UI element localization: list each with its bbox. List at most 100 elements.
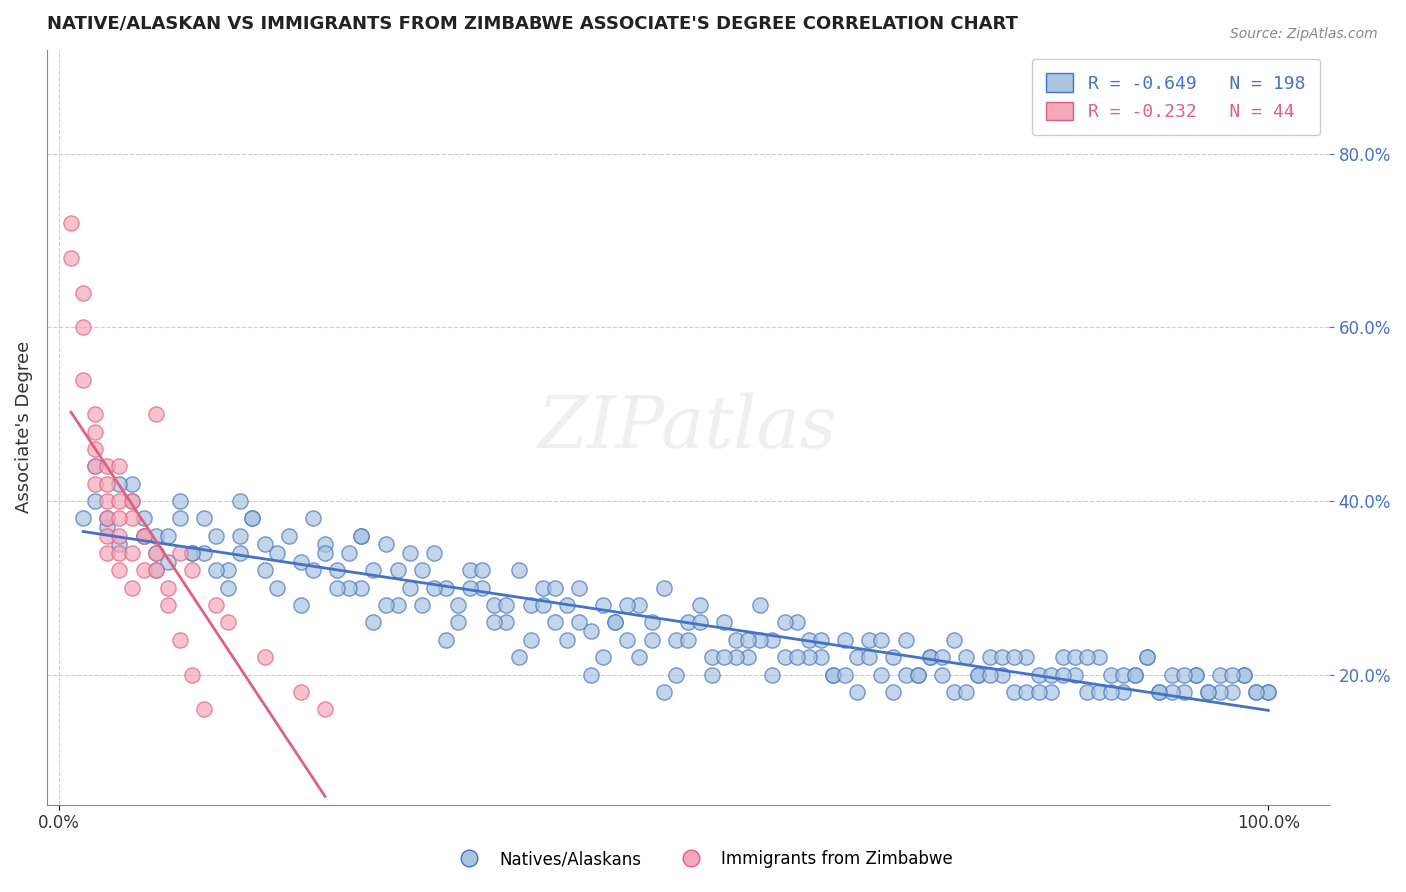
Natives/Alaskans bbox=[1160, 685, 1182, 699]
Natives/Alaskans bbox=[326, 563, 349, 577]
Natives/Alaskans bbox=[907, 667, 929, 681]
Natives/Alaskans bbox=[1257, 685, 1279, 699]
Natives/Alaskans bbox=[555, 598, 578, 612]
Natives/Alaskans bbox=[121, 476, 143, 491]
Natives/Alaskans bbox=[398, 546, 420, 560]
Natives/Alaskans bbox=[519, 632, 541, 647]
Natives/Alaskans bbox=[616, 632, 638, 647]
Natives/Alaskans bbox=[96, 520, 118, 534]
Natives/Alaskans bbox=[169, 494, 191, 508]
Natives/Alaskans bbox=[894, 667, 917, 681]
Natives/Alaskans bbox=[834, 632, 856, 647]
Immigrants from Zimbabwe bbox=[132, 529, 155, 543]
Immigrants from Zimbabwe bbox=[145, 563, 167, 577]
Immigrants from Zimbabwe bbox=[108, 511, 131, 525]
Natives/Alaskans bbox=[423, 546, 446, 560]
Natives/Alaskans bbox=[665, 632, 688, 647]
Natives/Alaskans bbox=[1076, 650, 1098, 665]
Natives/Alaskans bbox=[1039, 667, 1062, 681]
Natives/Alaskans bbox=[108, 537, 131, 551]
Natives/Alaskans bbox=[253, 563, 276, 577]
Immigrants from Zimbabwe bbox=[60, 251, 83, 265]
Natives/Alaskans bbox=[326, 581, 349, 595]
Immigrants from Zimbabwe bbox=[84, 425, 107, 439]
Natives/Alaskans bbox=[217, 563, 239, 577]
Natives/Alaskans bbox=[700, 650, 723, 665]
Natives/Alaskans bbox=[217, 581, 239, 595]
Natives/Alaskans bbox=[1136, 650, 1159, 665]
Natives/Alaskans bbox=[84, 494, 107, 508]
Natives/Alaskans bbox=[894, 632, 917, 647]
Natives/Alaskans bbox=[761, 667, 783, 681]
Natives/Alaskans bbox=[350, 529, 373, 543]
Immigrants from Zimbabwe bbox=[84, 476, 107, 491]
Natives/Alaskans bbox=[918, 650, 941, 665]
Immigrants from Zimbabwe bbox=[108, 494, 131, 508]
Natives/Alaskans bbox=[519, 598, 541, 612]
Natives/Alaskans bbox=[1002, 650, 1025, 665]
Natives/Alaskans bbox=[337, 581, 360, 595]
Natives/Alaskans bbox=[640, 615, 662, 630]
Natives/Alaskans bbox=[363, 615, 385, 630]
Immigrants from Zimbabwe bbox=[96, 529, 118, 543]
Y-axis label: Associate's Degree: Associate's Degree bbox=[15, 341, 32, 514]
Natives/Alaskans bbox=[1039, 685, 1062, 699]
Natives/Alaskans bbox=[749, 598, 772, 612]
Natives/Alaskans bbox=[1052, 650, 1074, 665]
Immigrants from Zimbabwe bbox=[145, 546, 167, 560]
Natives/Alaskans bbox=[821, 667, 844, 681]
Natives/Alaskans bbox=[1173, 685, 1195, 699]
Natives/Alaskans bbox=[1063, 650, 1085, 665]
Natives/Alaskans bbox=[1052, 667, 1074, 681]
Immigrants from Zimbabwe bbox=[84, 407, 107, 421]
Natives/Alaskans bbox=[1028, 685, 1050, 699]
Natives/Alaskans bbox=[592, 650, 614, 665]
Natives/Alaskans bbox=[761, 632, 783, 647]
Natives/Alaskans bbox=[592, 598, 614, 612]
Natives/Alaskans bbox=[145, 546, 167, 560]
Immigrants from Zimbabwe bbox=[60, 216, 83, 230]
Natives/Alaskans bbox=[1149, 685, 1171, 699]
Natives/Alaskans bbox=[1015, 650, 1038, 665]
Natives/Alaskans bbox=[471, 563, 494, 577]
Natives/Alaskans bbox=[302, 563, 325, 577]
Natives/Alaskans bbox=[72, 511, 94, 525]
Natives/Alaskans bbox=[676, 615, 699, 630]
Immigrants from Zimbabwe bbox=[145, 407, 167, 421]
Natives/Alaskans bbox=[434, 581, 457, 595]
Natives/Alaskans bbox=[700, 667, 723, 681]
Natives/Alaskans bbox=[773, 615, 796, 630]
Natives/Alaskans bbox=[458, 581, 481, 595]
Natives/Alaskans bbox=[858, 632, 880, 647]
Natives/Alaskans bbox=[314, 537, 336, 551]
Natives/Alaskans bbox=[882, 650, 904, 665]
Natives/Alaskans bbox=[555, 632, 578, 647]
Text: Source: ZipAtlas.com: Source: ZipAtlas.com bbox=[1230, 27, 1378, 41]
Natives/Alaskans bbox=[350, 581, 373, 595]
Natives/Alaskans bbox=[266, 581, 288, 595]
Natives/Alaskans bbox=[242, 511, 264, 525]
Natives/Alaskans bbox=[665, 667, 688, 681]
Natives/Alaskans bbox=[1002, 685, 1025, 699]
Natives/Alaskans bbox=[277, 529, 299, 543]
Natives/Alaskans bbox=[1197, 685, 1219, 699]
Immigrants from Zimbabwe bbox=[84, 459, 107, 474]
Natives/Alaskans bbox=[253, 537, 276, 551]
Natives/Alaskans bbox=[918, 650, 941, 665]
Natives/Alaskans bbox=[290, 555, 312, 569]
Natives/Alaskans bbox=[1233, 667, 1256, 681]
Natives/Alaskans bbox=[1244, 685, 1267, 699]
Natives/Alaskans bbox=[387, 598, 409, 612]
Natives/Alaskans bbox=[640, 632, 662, 647]
Natives/Alaskans bbox=[749, 632, 772, 647]
Natives/Alaskans bbox=[1136, 650, 1159, 665]
Natives/Alaskans bbox=[713, 650, 735, 665]
Natives/Alaskans bbox=[193, 546, 215, 560]
Natives/Alaskans bbox=[374, 537, 396, 551]
Natives/Alaskans bbox=[1112, 685, 1135, 699]
Natives/Alaskans bbox=[858, 650, 880, 665]
Natives/Alaskans bbox=[979, 650, 1001, 665]
Legend: Natives/Alaskans, Immigrants from Zimbabwe: Natives/Alaskans, Immigrants from Zimbab… bbox=[446, 844, 960, 875]
Natives/Alaskans bbox=[181, 546, 204, 560]
Natives/Alaskans bbox=[713, 615, 735, 630]
